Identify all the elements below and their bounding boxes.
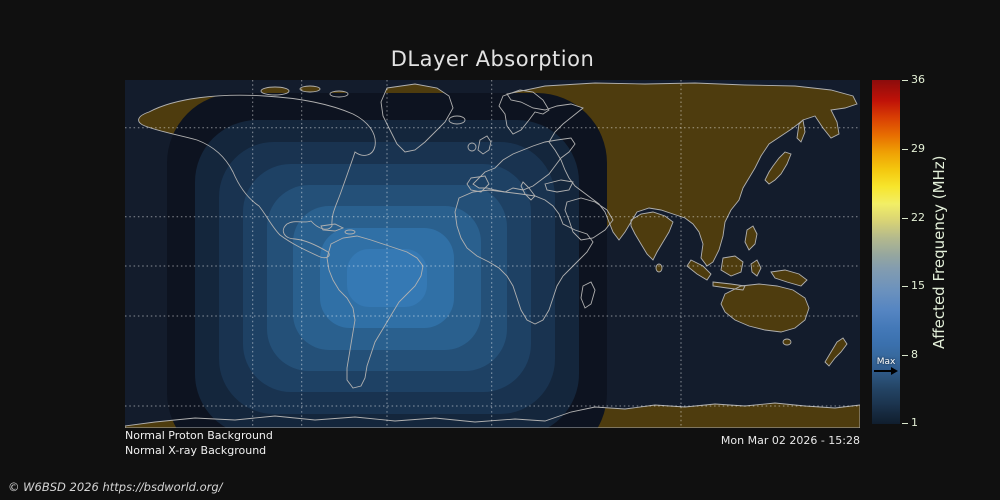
colorbar-tick-label: 1	[911, 416, 918, 429]
map-timestamp: Mon Mar 02 2026 - 15:28	[720, 434, 860, 447]
page-title: DLayer Absorption	[390, 47, 595, 71]
map-canvas	[125, 80, 860, 428]
xray-background-status: Normal X-ray Background	[125, 444, 267, 457]
colorbar-tick-label: 36	[911, 73, 925, 86]
colorbar-axis-label: Affected Frequency (MHz)	[930, 155, 948, 349]
max-marker-arrowhead	[891, 367, 898, 375]
proton-background-status: Normal Proton Background	[125, 429, 273, 442]
colorbar-tick-label: 8	[911, 348, 918, 361]
colorbar-tick-label: 22	[911, 211, 925, 224]
colorbar-tick	[902, 423, 908, 424]
colorbar-tick-label: 15	[911, 279, 925, 292]
colorbar-tick	[902, 149, 908, 150]
colorbar-gradient	[872, 80, 900, 424]
world-absorption-map	[125, 80, 860, 428]
max-marker-arrow	[874, 370, 892, 372]
max-marker-label: Max	[876, 357, 896, 367]
colorbar-tick	[902, 286, 908, 287]
colorbar-tick-label: 29	[911, 142, 925, 155]
colorbar-tick	[902, 355, 908, 356]
copyright-notice: © W6BSD 2026 https://bsdworld.org/	[8, 480, 223, 494]
colorbar-tick	[902, 80, 908, 81]
colorbar-tick	[902, 218, 908, 219]
